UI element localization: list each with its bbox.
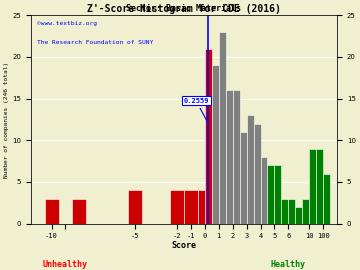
- Text: Sector: Basic Materials: Sector: Basic Materials: [126, 4, 242, 13]
- Bar: [240, 132, 247, 224]
- Title: Z'-Score Histogram for CDE (2016): Z'-Score Histogram for CDE (2016): [87, 4, 281, 15]
- Text: Unhealthy: Unhealthy: [42, 260, 87, 269]
- Bar: [219, 32, 226, 224]
- Bar: [72, 198, 86, 224]
- X-axis label: Score: Score: [171, 241, 197, 250]
- Bar: [253, 124, 261, 224]
- Bar: [198, 190, 205, 224]
- Bar: [45, 198, 59, 224]
- Bar: [302, 198, 309, 224]
- Bar: [288, 198, 295, 224]
- Bar: [226, 90, 233, 224]
- Bar: [184, 190, 198, 224]
- Text: The Research Foundation of SUNY: The Research Foundation of SUNY: [37, 40, 153, 45]
- Bar: [267, 165, 274, 224]
- Text: ©www.textbiz.org: ©www.textbiz.org: [37, 22, 97, 26]
- Bar: [316, 148, 323, 224]
- Bar: [309, 148, 316, 224]
- Bar: [170, 190, 184, 224]
- Bar: [261, 157, 267, 224]
- Bar: [205, 49, 212, 224]
- Y-axis label: Number of companies (246 total): Number of companies (246 total): [4, 61, 9, 177]
- Bar: [212, 65, 219, 224]
- Bar: [282, 198, 288, 224]
- Bar: [233, 90, 240, 224]
- Bar: [323, 174, 330, 224]
- Text: Healthy: Healthy: [270, 260, 306, 269]
- Bar: [247, 115, 253, 224]
- Bar: [295, 207, 302, 224]
- Text: 0.2559: 0.2559: [183, 98, 209, 121]
- Bar: [274, 165, 282, 224]
- Bar: [128, 190, 142, 224]
